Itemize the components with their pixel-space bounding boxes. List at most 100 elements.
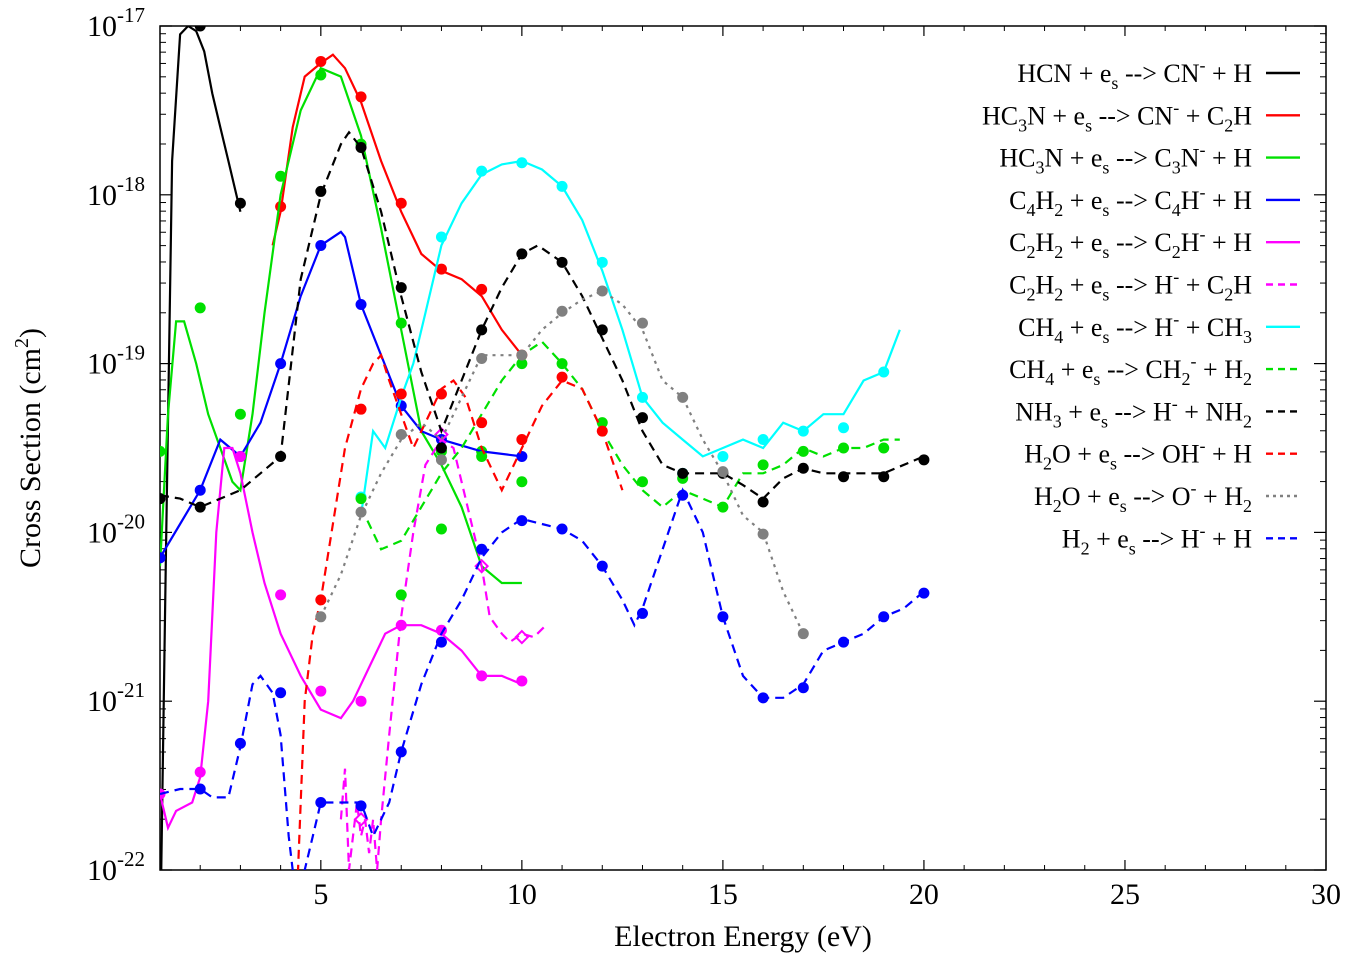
data-point — [315, 796, 327, 808]
data-point — [797, 425, 809, 437]
series-line — [339, 438, 547, 870]
series-8 — [160, 130, 930, 513]
data-point — [556, 523, 568, 535]
data-point — [797, 628, 809, 640]
legend-label-part: 2 — [1243, 411, 1252, 431]
data-point — [476, 324, 488, 336]
data-point — [315, 685, 327, 697]
data-point — [596, 285, 608, 297]
data-point — [838, 636, 850, 648]
legend-label-part: 2 — [1053, 496, 1062, 516]
legend-label-part: 2 — [1081, 538, 1090, 558]
data-point — [160, 552, 166, 564]
legend-label-part: s — [1129, 538, 1136, 558]
legend-label-part: 2 — [1243, 369, 1252, 389]
legend-label-part: + e — [1063, 186, 1102, 215]
legend-label-part: + CH — [1179, 313, 1243, 342]
data-point — [355, 493, 367, 505]
legend-label-part: - — [1200, 140, 1206, 160]
legend-label-part: 2 — [1043, 454, 1052, 474]
legend-entry-10: H2O + es --> O- + H2 — [1034, 478, 1300, 516]
legend-label-part: NH — [1015, 397, 1053, 426]
series-7 — [355, 340, 900, 601]
y-tick-mantissa: 10 — [87, 685, 117, 718]
legend-label-part: C — [1009, 186, 1026, 215]
data-point — [395, 428, 407, 440]
series-5 — [339, 427, 547, 870]
legend-label-part: + H — [1197, 482, 1244, 511]
legend-label: C4H2 + es --> C4H- + H — [1009, 182, 1252, 220]
data-point — [717, 450, 729, 462]
data-point — [395, 746, 407, 758]
data-point — [476, 417, 488, 429]
legend-label-part: + H — [1206, 440, 1253, 469]
y-tick-exponent: -17 — [117, 3, 145, 27]
x-tick-label: 30 — [1311, 878, 1341, 911]
legend-label-part: + H — [1206, 228, 1253, 257]
data-point — [516, 248, 528, 260]
data-point — [315, 69, 327, 81]
x-tick-label: 10 — [507, 878, 537, 911]
data-point — [838, 422, 850, 434]
data-point — [596, 560, 608, 572]
data-point — [556, 358, 568, 370]
legend-label: NH3 + es --> H- + NH2 — [1015, 393, 1252, 431]
legend-label-part: + e — [1054, 355, 1093, 384]
data-point — [435, 454, 447, 466]
legend-label-part: 4 — [1045, 369, 1054, 389]
legend-entry-9: H2O + es --> OH- + H — [1024, 436, 1300, 474]
legend-label-part: + H — [1206, 186, 1253, 215]
data-point — [315, 611, 327, 623]
data-point — [516, 450, 528, 462]
data-point — [275, 687, 287, 699]
legend-label: C2H2 + es --> C2H- + H — [1009, 224, 1252, 262]
y-tick-mantissa: 10 — [87, 348, 117, 381]
series-1 — [271, 53, 528, 361]
data-point — [757, 434, 769, 446]
data-point — [234, 450, 246, 462]
legend-label-part: N + e — [1027, 101, 1085, 130]
data-point — [878, 366, 890, 378]
legend-label-part: N — [1181, 144, 1200, 173]
data-point — [797, 445, 809, 457]
legend-label: H2 + es --> H- + H — [1062, 520, 1252, 558]
legend-label-part: C — [1009, 228, 1026, 257]
legend-label-part: + C — [1179, 271, 1224, 300]
data-point — [476, 165, 488, 177]
data-point — [355, 695, 367, 707]
data-point — [194, 484, 206, 496]
legend-label-part: 4 — [1172, 200, 1181, 220]
legend-label-part: - — [1200, 224, 1206, 244]
x-tick-label: 20 — [909, 878, 939, 911]
data-point — [476, 450, 488, 462]
legend-entry-8: NH3 + es --> H- + NH2 — [1015, 393, 1300, 431]
series-line — [296, 353, 624, 870]
series-10 — [315, 285, 809, 640]
data-point — [516, 675, 528, 687]
data-point — [355, 91, 367, 103]
data-point — [435, 388, 447, 400]
legend-label-part: H — [1024, 440, 1043, 469]
legend-label-part: N + e — [1044, 144, 1102, 173]
legend-label-part: 2 — [1243, 496, 1252, 516]
legend-label-part: 3 — [1172, 158, 1181, 178]
series-11 — [160, 487, 930, 870]
legend-label-part: 2 — [1182, 369, 1191, 389]
data-point — [636, 412, 648, 424]
legend-entry-11: H2 + es --> H- + H — [1062, 520, 1300, 558]
legend-label-part: + e — [1063, 313, 1102, 342]
series-4 — [160, 446, 528, 832]
legend-label: HC3N + es --> C3N- + H — [999, 140, 1252, 178]
legend-label-part: s — [1102, 327, 1109, 347]
legend-label-part: --> H — [1109, 313, 1173, 342]
data-point — [838, 442, 850, 454]
data-point — [717, 611, 729, 623]
legend-label-part: - — [1173, 97, 1179, 117]
data-point — [315, 239, 327, 251]
data-point — [395, 282, 407, 294]
data-point — [757, 528, 769, 540]
y-tick-label: 10-22 — [87, 847, 145, 887]
data-point — [353, 811, 369, 827]
